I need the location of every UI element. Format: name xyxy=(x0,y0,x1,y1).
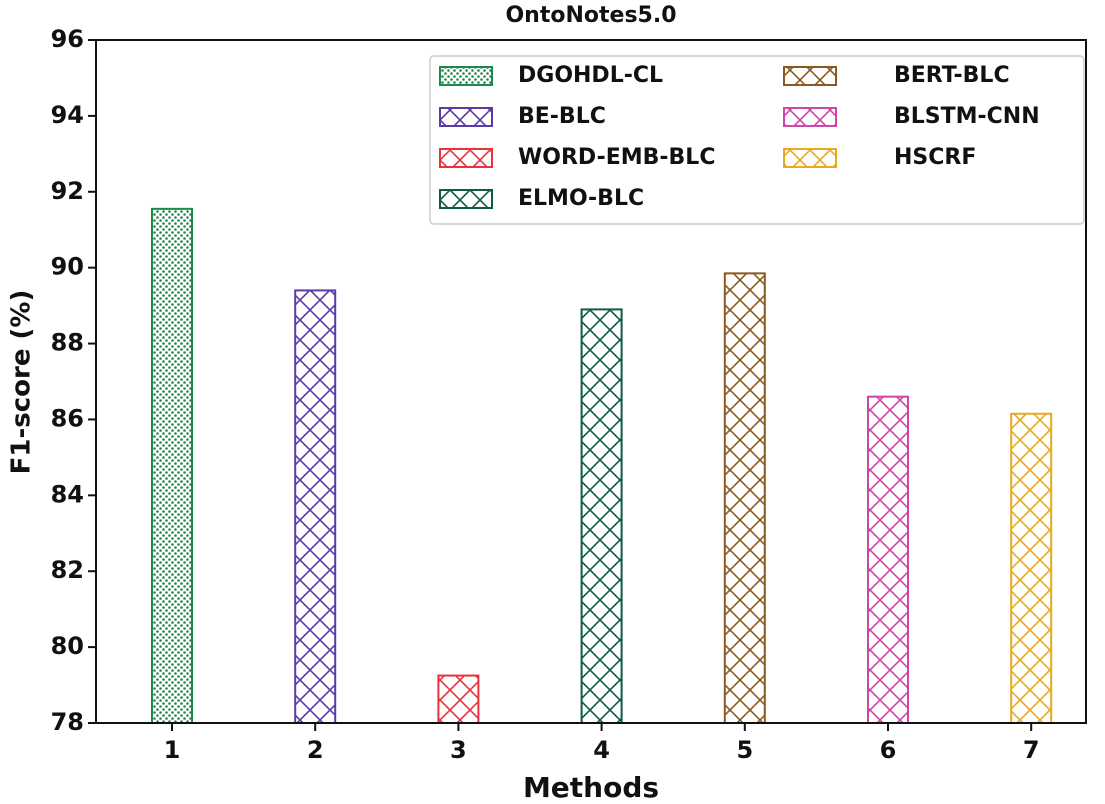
legend-label: BLSTM-CNN xyxy=(894,104,1040,129)
bar xyxy=(1010,412,1053,724)
x-tick-label: 1 xyxy=(164,736,181,764)
legend-box xyxy=(429,55,1085,225)
y-tick-label: 92 xyxy=(51,177,84,205)
bar xyxy=(294,289,337,724)
bar xyxy=(151,207,193,724)
legend-label: HSCRF xyxy=(894,145,976,170)
x-tick-label: 4 xyxy=(593,736,610,764)
x-tick-label: 6 xyxy=(880,736,897,764)
y-tick-label: 96 xyxy=(51,25,84,53)
y-tick-label: 90 xyxy=(51,253,84,281)
y-tick-label: 88 xyxy=(51,329,84,357)
bar xyxy=(723,272,766,724)
y-tick-label: 84 xyxy=(51,480,84,508)
legend-swatch xyxy=(783,107,837,127)
y-tick-label: 86 xyxy=(51,404,84,432)
y-tick-label: 82 xyxy=(51,556,84,584)
x-axis-label: Methods xyxy=(523,771,659,804)
legend-label: BERT-BLC xyxy=(894,63,1010,88)
legend-swatch xyxy=(439,107,493,127)
legend-label: BE-BLC xyxy=(518,104,606,129)
legend-swatch xyxy=(783,148,837,168)
plot-frame xyxy=(95,39,1087,724)
y-tick-label: 78 xyxy=(51,708,84,736)
chart-title: OntoNotes5.0 xyxy=(505,3,676,28)
bar xyxy=(867,395,909,724)
legend-swatch xyxy=(439,66,493,86)
y-axis-label: F1-score (%) xyxy=(7,290,37,475)
bar xyxy=(437,674,480,725)
x-tick-label: 3 xyxy=(450,736,467,764)
x-tick-label: 5 xyxy=(736,736,753,764)
bar xyxy=(580,308,623,724)
y-tick-label: 94 xyxy=(51,101,84,129)
legend-label: ELMO-BLC xyxy=(518,186,644,211)
legend-swatch xyxy=(439,189,493,209)
legend-label: WORD-EMB-BLC xyxy=(518,145,715,170)
x-tick-label: 2 xyxy=(307,736,324,764)
y-tick-label: 80 xyxy=(51,632,84,660)
x-tick-label: 7 xyxy=(1023,736,1040,764)
legend-swatch xyxy=(783,66,837,86)
legend-swatch xyxy=(439,148,493,168)
legend-label: DGOHDL-CL xyxy=(518,63,663,88)
